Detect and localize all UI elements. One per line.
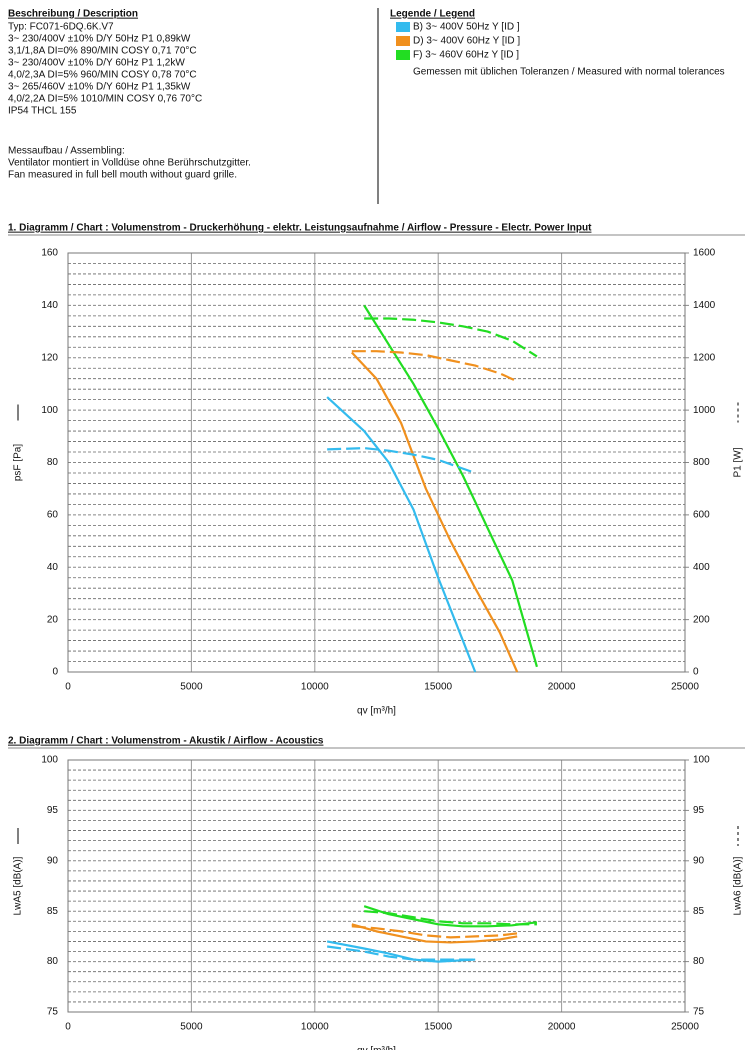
y2-tick-label: 200 (693, 614, 710, 625)
power-line (327, 446, 476, 475)
y-tick-label: 100 (41, 405, 58, 416)
plot-frame (67, 759, 686, 1013)
pressure-line (351, 351, 519, 673)
y2-tick-label: 400 (693, 562, 710, 573)
legend-label: D) 3~ 400V 60Hz Y [ID ] (413, 36, 520, 47)
power-line (351, 925, 518, 939)
y-tick-label: 95 (47, 805, 59, 816)
y2-tick-label: 1600 (693, 248, 716, 259)
y-tick-label: 90 (47, 855, 59, 866)
x-tick-label: 20000 (548, 682, 576, 693)
y-axis-label: LwA5 [dB(A)] (13, 856, 24, 915)
y-tick-label: 80 (47, 457, 59, 468)
y-tick-label: 120 (41, 352, 58, 363)
x-tick-label: 15000 (424, 682, 452, 693)
y2-tick-label: 80 (693, 956, 705, 967)
assembly-title: Messaufbau / Assembling: (8, 146, 125, 157)
x-tick-label: 5000 (180, 682, 203, 693)
y2-tick-label: 75 (693, 1007, 705, 1018)
x-tick-label: 5000 (180, 1022, 203, 1033)
y-tick-label: 85 (47, 906, 59, 917)
y-tick-label: 100 (41, 755, 58, 766)
y2-tick-label: 95 (693, 805, 705, 816)
legend-title: Legende / Legend (390, 9, 475, 20)
x-tick-label: 25000 (671, 1022, 699, 1033)
y2-tick-label: 1200 (693, 352, 716, 363)
y2-axis-label: LwA6 [dB(A)] (733, 856, 744, 915)
legend-swatch (396, 50, 410, 60)
power-line (364, 910, 537, 926)
y2-tick-label: 1000 (693, 405, 716, 416)
assembly-line: Fan measured in full bell mouth without … (8, 170, 237, 181)
legend-label: F) 3~ 460V 60Hz Y [ID ] (413, 50, 519, 61)
x-tick-label: 15000 (424, 1022, 452, 1033)
pressure-line (326, 940, 476, 963)
power-line (326, 945, 476, 961)
description-line: 3,1/1,8A DI=0% 890/MIN COSY 0,71 70°C (8, 46, 197, 57)
description-line: 4,0/2,3A DI=5% 960/MIN COSY 0,78 70°C (8, 70, 197, 81)
legend-label: B) 3~ 400V 50Hz Y [ID ] (413, 22, 520, 33)
assembly-line: Ventilator montiert in Volldüse ohne Ber… (8, 158, 251, 169)
description-line: 3~ 265/460V ±10% D/Y 60Hz P1 1,35kW (8, 82, 191, 93)
pressure-line (326, 396, 477, 673)
y-axis-label: psF [Pa] (13, 444, 24, 481)
y-tick-label: 60 (47, 510, 59, 521)
x-tick-label: 25000 (671, 682, 699, 693)
x-tick-label: 0 (65, 1022, 71, 1033)
description-title: Beschreibung / Description (8, 9, 138, 20)
legend-swatch (396, 36, 410, 46)
y2-tick-label: 85 (693, 906, 705, 917)
x-tick-label: 0 (65, 682, 71, 693)
y2-axis-label: P1 [W] (733, 447, 744, 477)
x-tick-label: 10000 (301, 1022, 329, 1033)
y-tick-label: 40 (47, 562, 59, 573)
y-tick-label: 140 (41, 300, 58, 311)
description-line: Typ: FC071-6DQ.6K.V7 (8, 22, 114, 33)
y-tick-label: 20 (47, 614, 59, 625)
y2-tick-label: 90 (693, 855, 705, 866)
power-line (364, 317, 538, 358)
y-tick-label: 75 (47, 1007, 59, 1018)
pressure-line (351, 923, 518, 944)
y-tick-label: 160 (41, 248, 58, 259)
description-line: 3~ 230/400V ±10% D/Y 60Hz P1 1,2kW (8, 58, 185, 69)
y2-tick-label: 100 (693, 755, 710, 766)
pressure-line (363, 905, 538, 928)
description-line: 4,0/2,2A DI=5% 1010/MIN COSY 0,76 70°C (8, 94, 202, 105)
chart-title: 2. Diagramm / Chart : Volumenstrom - Aku… (8, 736, 324, 747)
legend-swatch (396, 22, 410, 32)
y2-tick-label: 1400 (693, 300, 716, 311)
x-axis-label: qv [m³/h] (357, 1046, 396, 1050)
x-tick-label: 20000 (548, 1022, 576, 1033)
x-tick-label: 10000 (301, 682, 329, 693)
y-tick-label: 0 (52, 667, 58, 678)
y2-tick-label: 600 (693, 510, 710, 521)
description-line: 3~ 230/400V ±10% D/Y 50Hz P1 0,89kW (8, 34, 191, 45)
legend-note: Gemessen mit üblichen Toleranzen / Measu… (413, 67, 725, 78)
y2-tick-label: 800 (693, 457, 710, 468)
description-line: IP54 THCL 155 (8, 106, 77, 117)
y2-tick-label: 0 (693, 667, 699, 678)
chart-title: 1. Diagramm / Chart : Volumenstrom - Dru… (8, 223, 592, 234)
plot-frame (67, 252, 686, 673)
x-axis-label: qv [m³/h] (357, 706, 396, 717)
y-tick-label: 80 (47, 956, 59, 967)
power-line (351, 350, 518, 383)
